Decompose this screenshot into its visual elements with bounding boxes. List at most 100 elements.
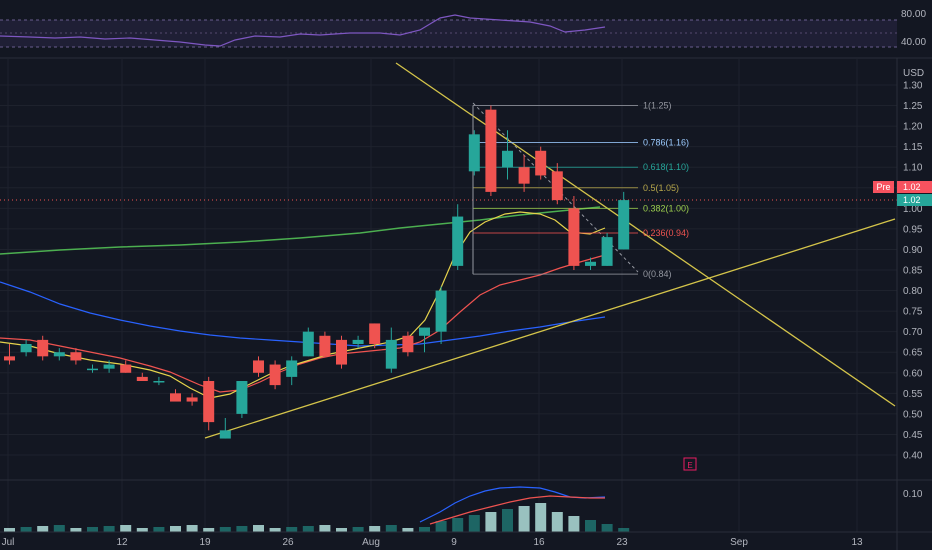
volume-bar bbox=[551, 512, 563, 532]
volume-bar bbox=[402, 528, 414, 532]
ascending-trendline bbox=[204, 218, 896, 439]
candle-body bbox=[219, 430, 231, 439]
candle bbox=[302, 327, 314, 357]
candle bbox=[103, 360, 115, 373]
time-tick-label: 26 bbox=[282, 537, 294, 548]
volume-bar bbox=[352, 527, 364, 532]
candle bbox=[518, 154, 530, 192]
volume-bar bbox=[20, 527, 32, 532]
volume-indicator-red bbox=[429, 495, 605, 525]
volume-bar bbox=[385, 525, 397, 532]
volume-bar bbox=[170, 526, 181, 532]
price-tick-label: 1.10 bbox=[903, 163, 923, 174]
candle bbox=[319, 331, 331, 357]
candle-body bbox=[535, 150, 547, 176]
time-tick-label: Jul bbox=[2, 537, 15, 548]
volume-bar bbox=[302, 526, 314, 532]
currency-label: USD bbox=[903, 68, 924, 79]
candle bbox=[435, 286, 447, 344]
time-tick-label: 9 bbox=[451, 537, 457, 548]
volume-bar bbox=[419, 527, 430, 532]
earnings-badge[interactable] bbox=[683, 457, 697, 471]
fibonacci-retracement[interactable]: 1(1.25) 0.786(1.16) 0.618(1.10) 0.5(1.05) 0.… bbox=[472, 101, 689, 280]
time-tick-label: 16 bbox=[533, 537, 545, 548]
candle-body bbox=[170, 393, 181, 402]
time-axis[interactable]: Jul 12 19 26 Aug 9 16 23 Sep 13 bbox=[2, 537, 863, 548]
volume-bar bbox=[468, 515, 480, 532]
candle-body bbox=[203, 381, 215, 423]
candle bbox=[170, 389, 181, 402]
volume-bar bbox=[103, 526, 115, 532]
candle-body bbox=[286, 360, 298, 377]
ma-slow-green bbox=[0, 206, 601, 255]
candle-body bbox=[468, 134, 480, 172]
candle bbox=[369, 323, 381, 349]
candle-body bbox=[136, 376, 148, 381]
fib-level-label: 1(1.25) bbox=[643, 101, 672, 111]
candle-body bbox=[269, 364, 281, 386]
candle bbox=[20, 339, 32, 357]
fib-level-label: 0.236(0.94) bbox=[643, 228, 689, 238]
price-tick-label: 0.80 bbox=[903, 286, 923, 297]
ma-mid-blue bbox=[0, 281, 606, 347]
candle bbox=[186, 393, 198, 406]
volume-pane[interactable] bbox=[4, 503, 630, 532]
time-tick-label: 19 bbox=[199, 537, 211, 548]
time-tick-label: 23 bbox=[616, 537, 628, 548]
candle-body bbox=[53, 352, 65, 357]
volume-bar bbox=[253, 525, 264, 532]
candle bbox=[535, 146, 547, 180]
candles[interactable] bbox=[4, 105, 630, 439]
volume-bar bbox=[336, 528, 347, 532]
rsi-pane[interactable]: 80.00 40.00 bbox=[0, 9, 926, 48]
candle bbox=[203, 376, 215, 431]
price-tick-label: 1.30 bbox=[903, 81, 923, 92]
price-tick-label: 1.20 bbox=[903, 122, 923, 133]
volume-bar bbox=[53, 525, 65, 532]
rsi-line bbox=[0, 14, 606, 47]
volume-bar bbox=[485, 512, 497, 532]
candle bbox=[485, 105, 497, 196]
candle-body bbox=[435, 290, 447, 332]
candle-body bbox=[4, 356, 15, 361]
candle bbox=[502, 130, 513, 180]
candle bbox=[236, 381, 248, 418]
price-tick-label: 1.25 bbox=[903, 101, 923, 112]
volume-bar bbox=[452, 518, 464, 532]
descending-trendline bbox=[395, 62, 896, 407]
pre-badge[interactable] bbox=[873, 181, 894, 193]
candle bbox=[253, 356, 264, 377]
candle bbox=[585, 257, 596, 270]
candle bbox=[269, 360, 281, 390]
volume-tick: 0.10 bbox=[903, 489, 923, 500]
candle-body bbox=[302, 331, 314, 357]
volume-bar bbox=[369, 526, 381, 532]
pre-price-label: 1.02 bbox=[903, 182, 921, 192]
candle-body bbox=[319, 335, 331, 357]
volume-bar bbox=[502, 509, 513, 532]
time-tick-label: Aug bbox=[362, 537, 380, 548]
candle-body bbox=[186, 397, 198, 402]
candle bbox=[551, 163, 563, 205]
volume-bar bbox=[585, 520, 596, 532]
volume-bar bbox=[153, 527, 165, 532]
candle-body bbox=[518, 167, 530, 184]
price-tick-label: 0.60 bbox=[903, 368, 923, 379]
time-tick-label: 12 bbox=[116, 537, 128, 548]
candle bbox=[120, 360, 132, 373]
candle-body bbox=[585, 261, 596, 266]
pre-price-badge bbox=[897, 181, 932, 193]
pre-badge-label: Pre bbox=[876, 182, 890, 192]
candle bbox=[601, 233, 613, 266]
volume-bar bbox=[37, 526, 49, 532]
candle-body bbox=[568, 208, 580, 266]
price-tick-label: 0.55 bbox=[903, 389, 923, 400]
price-grid bbox=[0, 58, 897, 532]
candle bbox=[352, 335, 364, 349]
volume-bar bbox=[269, 528, 281, 532]
volume-bar bbox=[120, 525, 132, 532]
price-tick-label: 1.15 bbox=[903, 142, 923, 153]
volume-bar bbox=[601, 524, 613, 532]
